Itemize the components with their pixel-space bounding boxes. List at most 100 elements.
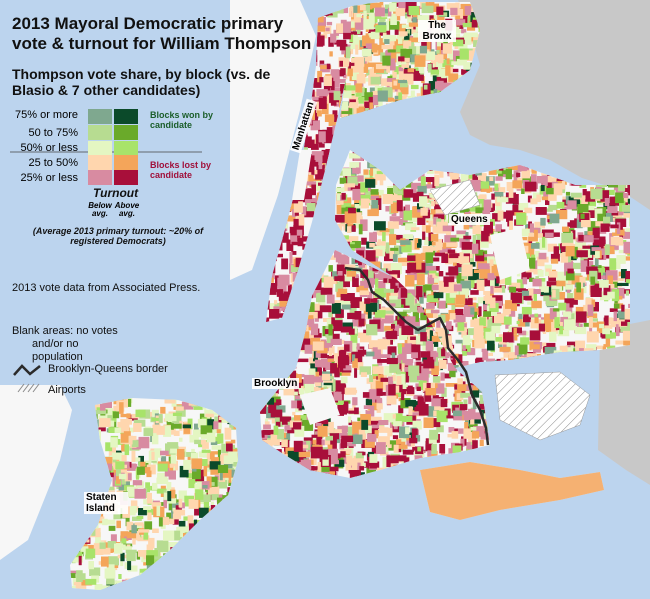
block-patch — [590, 322, 600, 328]
block-patch — [500, 211, 509, 219]
block-patch — [390, 280, 401, 291]
block-patch — [383, 413, 396, 423]
block-patch — [370, 309, 374, 315]
block-patch — [458, 256, 470, 264]
block-patch — [365, 179, 376, 188]
block-patch — [295, 257, 305, 268]
block-patch — [400, 85, 409, 95]
block-patch — [331, 303, 341, 314]
block-patch — [332, 333, 340, 339]
block-patch — [600, 223, 610, 232]
block-patch — [343, 74, 348, 79]
block-patch — [460, 172, 469, 184]
block-patch — [542, 175, 548, 186]
block-patch — [592, 227, 600, 239]
block-patch — [589, 270, 598, 282]
block-patch — [483, 303, 488, 312]
block-patch — [576, 250, 588, 258]
block-patch — [437, 60, 442, 72]
block-patch — [445, 293, 455, 304]
block-patch — [553, 308, 560, 312]
block-patch — [381, 45, 394, 50]
block-patch — [521, 290, 529, 296]
block-patch — [449, 172, 460, 177]
block-patch — [495, 337, 502, 342]
block-patch — [138, 455, 144, 466]
block-patch — [407, 68, 414, 73]
block-patch — [448, 73, 459, 82]
block-patch — [400, 240, 411, 245]
block-patch — [487, 338, 495, 351]
block-patch — [387, 455, 399, 464]
block-patch — [607, 206, 618, 213]
block-patch — [420, 207, 428, 216]
block-patch — [433, 309, 438, 319]
block-patch — [409, 374, 419, 383]
block-patch — [334, 250, 342, 258]
block-patch — [408, 6, 420, 16]
block-patch — [471, 387, 480, 398]
block-patch — [528, 233, 535, 237]
block-patch — [374, 44, 384, 56]
block-patch — [386, 357, 398, 365]
block-patch — [369, 102, 373, 115]
block-patch — [370, 2, 382, 9]
block-patch — [471, 412, 483, 420]
block-patch — [435, 209, 446, 216]
block-patch — [471, 243, 479, 254]
block-patch — [287, 284, 293, 295]
block-patch — [488, 265, 495, 278]
block-patch — [560, 253, 569, 263]
block-patch — [341, 435, 354, 442]
block-patch — [343, 225, 347, 231]
block-patch — [436, 6, 444, 15]
block-patch — [370, 204, 379, 214]
block-patch — [469, 416, 481, 424]
block-patch — [544, 232, 556, 238]
block-patch — [339, 43, 348, 51]
block-patch — [553, 183, 563, 196]
block-patch — [416, 335, 423, 345]
block-patch — [382, 34, 391, 43]
block-patch — [443, 281, 453, 287]
block-patch — [403, 40, 412, 49]
block-patch — [365, 314, 370, 320]
block-patch — [378, 420, 389, 425]
block-patch — [623, 241, 630, 254]
block-patch — [341, 372, 351, 376]
block-patch — [603, 285, 611, 296]
block-patch — [369, 405, 375, 417]
block-patch — [378, 298, 382, 310]
block-patch — [291, 400, 298, 409]
block-patch — [405, 204, 410, 215]
block-patch — [452, 68, 459, 73]
block-patch — [613, 311, 617, 322]
block-patch — [374, 221, 386, 231]
block-patch — [377, 436, 390, 446]
block-patch — [349, 162, 360, 168]
block-patch — [556, 310, 560, 322]
block-patch — [599, 248, 607, 260]
block-patch — [308, 368, 316, 377]
block-patch — [614, 298, 618, 305]
block-patch — [340, 101, 349, 110]
block-patch — [565, 246, 575, 257]
block-patch — [373, 298, 378, 303]
block-patch — [266, 317, 270, 322]
block-patch — [405, 294, 415, 306]
block-patch — [509, 282, 521, 289]
block-patch — [603, 344, 609, 348]
block-patch — [317, 166, 322, 175]
block-patch — [452, 21, 460, 33]
block-patch — [410, 54, 416, 63]
block-patch — [397, 311, 407, 320]
block-patch — [617, 282, 629, 286]
block-patch — [516, 172, 521, 178]
block-patch — [192, 429, 203, 438]
block-patch — [420, 351, 431, 358]
block-patch — [444, 235, 457, 243]
block-patch — [531, 300, 542, 309]
block-patch — [329, 466, 339, 472]
block-patch — [531, 243, 540, 249]
block-patch — [307, 315, 314, 320]
